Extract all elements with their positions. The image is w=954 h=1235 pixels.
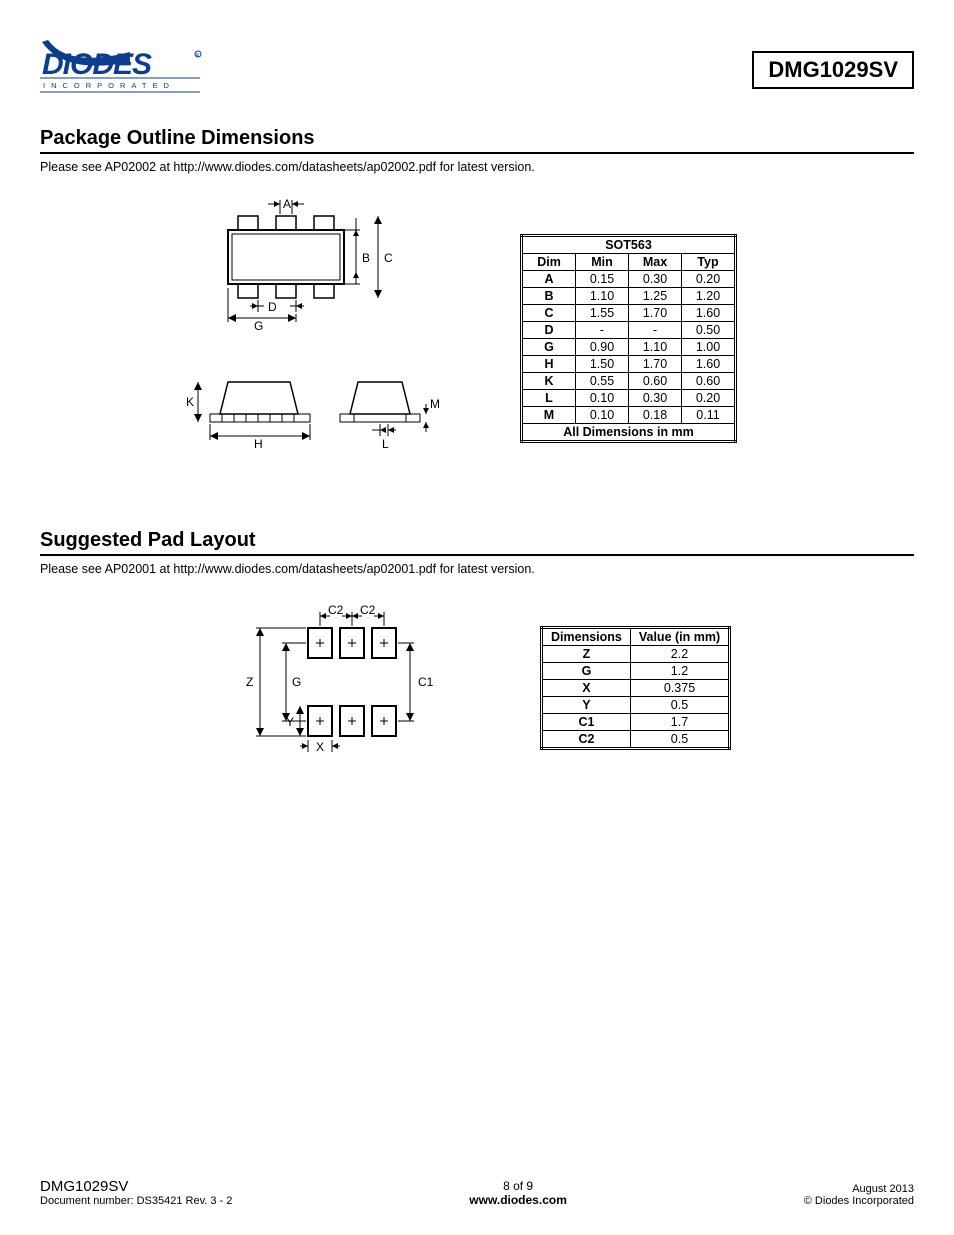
table-row: B1.101.251.20 [522,288,736,305]
package-outline-diagram: A B [180,194,440,479]
sot563-table-container: SOT563 Dim Min Max Typ A0.150.300.20 B1.… [520,234,737,443]
table-row: G1.2 [542,663,730,680]
footer-url: www.diodes.com [469,1193,567,1207]
footer-partno: DMG1029SV [40,1178,232,1195]
table-row: C11.7 [542,714,730,731]
section1-title: Package Outline Dimensions [40,127,914,154]
label-M: M [430,397,440,411]
label-Z: Z [246,675,253,689]
table1-title: SOT563 [522,236,736,254]
pad-layout-table: Dimensions Value (in mm) Z2.2 G1.2 X0.37… [540,626,731,750]
part-number: DMG1029SV [768,57,898,82]
label-C1: C1 [418,675,434,689]
section2-title: Suggested Pad Layout [40,529,914,556]
table-row: D--0.50 [522,322,736,339]
th-dims: Dimensions [542,628,631,646]
label-C: C [384,251,393,265]
label-C2a: C2 [328,603,344,617]
table-row: X0.375 [542,680,730,697]
label-L: L [382,437,389,451]
th-val: Value (in mm) [630,628,729,646]
pad-layout-diagram: C2 C2 [240,596,460,791]
table-row: C1.551.701.60 [522,305,736,322]
page-header: DIODES R INCORPORATED DMG1029SV [40,40,914,99]
svg-text:INCORPORATED: INCORPORATED [43,81,175,90]
table-row: L0.100.300.20 [522,390,736,407]
label-H: H [254,437,263,451]
table-row: G0.901.101.00 [522,339,736,356]
table1-footer: All Dimensions in mm [522,424,736,442]
table-row: K0.550.600.60 [522,373,736,390]
label-K: K [186,395,194,409]
th-dim: Dim [522,254,576,271]
table-row: M0.100.180.11 [522,407,736,424]
label-A: A [283,197,291,211]
part-number-box: DMG1029SV [752,51,914,89]
table-row: Y0.5 [542,697,730,714]
page-footer: DMG1029SV Document number: DS35421 Rev. … [40,1178,914,1207]
label-G2: G [292,675,301,689]
label-Y: Y [286,715,294,729]
label-X: X [316,740,324,754]
th-max: Max [629,254,682,271]
logo: DIODES R INCORPORATED [40,40,220,99]
section1-note: Please see AP02002 at http://www.diodes.… [40,160,914,174]
footer-page: 8 of 9 [469,1179,567,1193]
svg-text:R: R [196,53,200,59]
label-G: G [254,319,263,333]
table-row: C20.5 [542,731,730,749]
th-typ: Typ [682,254,736,271]
table-row: H1.501.701.60 [522,356,736,373]
footer-docnum: Document number: DS35421 Rev. 3 - 2 [40,1195,232,1207]
label-B: B [362,251,370,265]
pad-table-container: Dimensions Value (in mm) Z2.2 G1.2 X0.37… [540,626,731,750]
sot563-table: SOT563 Dim Min Max Typ A0.150.300.20 B1.… [520,234,737,443]
table-row: A0.150.300.20 [522,271,736,288]
label-D: D [268,300,277,314]
th-min: Min [576,254,629,271]
footer-date: August 2013 [804,1183,914,1195]
label-C2b: C2 [360,603,376,617]
footer-copyright: © Diodes Incorporated [804,1195,914,1207]
svg-text:DIODES: DIODES [42,48,152,81]
section2-note: Please see AP02001 at http://www.diodes.… [40,562,914,576]
table-row: Z2.2 [542,646,730,663]
